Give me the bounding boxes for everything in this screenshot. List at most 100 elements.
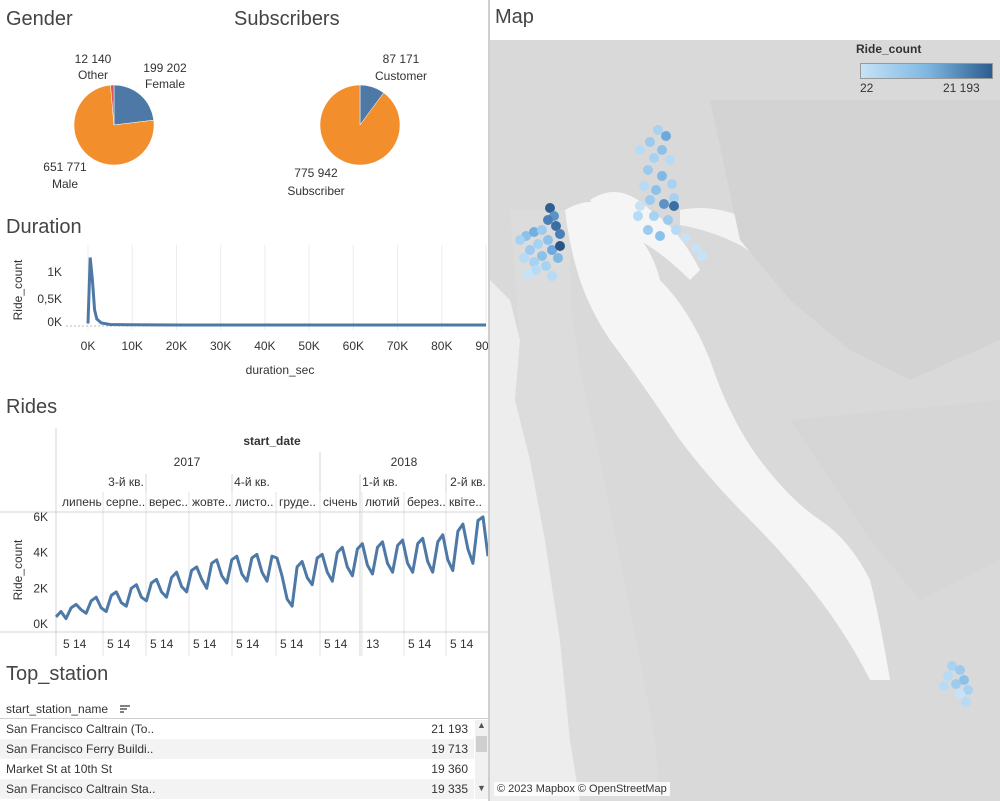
rides-year-2018: 2018 <box>391 455 418 469</box>
duration-xtick: 10K <box>122 339 143 353</box>
map-view[interactable]: Ride_count 22 21 193 © 2023 Mapbox © Ope… <box>490 40 1000 801</box>
duration-ytick-0k: 0K <box>47 315 62 329</box>
rides-year-2017: 2017 <box>174 455 201 469</box>
rides-day-tick: 5 14 <box>280 637 304 651</box>
rides-chart[interactable]: start_date 2017 2018 3-й кв. 4-й кв. 1-й к… <box>0 428 490 656</box>
duration-line[interactable] <box>86 257 486 327</box>
station-ride-count: 19 360 <box>431 762 468 776</box>
scroll-down-icon[interactable]: ▼ <box>477 783 486 793</box>
duration-ylabel: Ride_count <box>11 259 25 320</box>
station-name: San Francisco Caltrain (To.. <box>6 722 155 736</box>
gender-pie-chart[interactable]: 12 140 Other 199 202 Female 651 771 Male <box>0 40 230 205</box>
top-station-title: Top_station <box>6 663 109 685</box>
rides-quarter-label: 2-й кв. <box>450 475 486 489</box>
table-row[interactable]: Market St at 10th St 19 360 <box>0 759 474 779</box>
gender-other-value: 12 140 <box>75 52 112 66</box>
table-row[interactable]: San Francisco Caltrain (To.. 21 193 <box>0 719 474 739</box>
scroll-up-icon[interactable]: ▲ <box>477 720 486 730</box>
rides-ytick: 0K <box>33 617 48 631</box>
table-row[interactable]: San Francisco Ferry Buildi.. 19 713 <box>0 739 474 759</box>
subscribers-pie[interactable] <box>319 84 401 166</box>
gender-female-value: 199 202 <box>143 61 187 75</box>
table-header: start_station_name <box>6 702 131 717</box>
rides-day-tick: 5 14 <box>450 637 474 651</box>
rides-month-label: лютий <box>365 495 400 509</box>
rides-day-tick: 5 14 <box>150 637 174 651</box>
rides-line[interactable] <box>54 515 490 621</box>
map-attribution[interactable]: © 2023 Mapbox © OpenStreetMap <box>494 782 670 796</box>
rides-day-tick: 5 14 <box>408 637 432 651</box>
panel-divider <box>488 0 490 801</box>
duration-chart[interactable]: Ride_count 1K 0,5K 0K 0K 10K 20K 30K 40K 50K 6… <box>0 240 490 380</box>
rides-month-label: жовте.. <box>192 495 232 509</box>
duration-xtick: 50K <box>298 339 319 353</box>
station-ride-count: 19 335 <box>431 782 468 796</box>
legend-max: 21 193 <box>943 81 980 95</box>
rides-month-label: листо.. <box>235 495 273 509</box>
rides-day-tick: 13 <box>366 637 380 651</box>
duration-title: Duration <box>6 216 82 238</box>
rides-month-label: січень <box>323 495 357 509</box>
table-row[interactable]: San Francisco Caltrain Sta.. 19 335 <box>0 779 474 799</box>
column-header-start-station-name[interactable]: start_station_name <box>6 702 109 716</box>
duration-ytick-1k: 1K <box>47 265 62 279</box>
duration-xtick: 20K <box>166 339 187 353</box>
rides-header-title: start_date <box>243 434 301 448</box>
map-markers-sf[interactable] <box>515 203 565 281</box>
legend-min: 22 <box>860 81 874 95</box>
pie-slice-other[interactable] <box>110 84 115 126</box>
rides-month-label: верес.. <box>149 495 188 509</box>
rides-month-label: берез.. <box>407 495 446 509</box>
duration-xtick: 60K <box>343 339 364 353</box>
duration-xtick: 30K <box>210 339 231 353</box>
duration-xtick: 80K <box>431 339 452 353</box>
map-title: Map <box>495 6 534 28</box>
legend-color-bar <box>860 63 993 79</box>
subscribers-subscriber-value: 775 942 <box>294 166 338 180</box>
duration-ytick-0-5k: 0,5K <box>37 292 62 306</box>
scrollbar-thumb[interactable] <box>476 736 487 752</box>
legend-title: Ride_count <box>856 42 922 56</box>
station-name: Market St at 10th St <box>6 762 113 776</box>
gender-title: Gender <box>6 8 73 30</box>
station-name: San Francisco Ferry Buildi.. <box>6 742 154 756</box>
map-panel: Map <box>490 0 1000 801</box>
rides-month-label: груде.. <box>279 495 316 509</box>
rides-ytick: 6K <box>33 510 48 524</box>
gender-male-value: 651 771 <box>43 160 87 174</box>
rides-ytick: 2K <box>33 581 48 595</box>
rides-quarter-label: 3-й кв. <box>108 475 144 489</box>
subscribers-title: Subscribers <box>234 8 340 30</box>
rides-day-tick: 5 14 <box>193 637 217 651</box>
rides-month-label: липень <box>62 495 102 509</box>
rides-day-tick: 5 14 <box>236 637 260 651</box>
gender-female-label: Female <box>145 77 185 91</box>
map-markers-sanjose[interactable] <box>939 661 973 707</box>
subscribers-customer-label: Customer <box>375 69 427 83</box>
duration-xtick: 0K <box>81 339 96 353</box>
pie-slice-male[interactable] <box>73 84 155 166</box>
rides-day-tick: 5 14 <box>324 637 348 651</box>
rides-month-label: квіте.. <box>449 495 482 509</box>
station-ride-count: 19 713 <box>431 742 468 756</box>
station-name: San Francisco Caltrain Sta.. <box>6 782 156 796</box>
gender-pie[interactable] <box>73 84 155 166</box>
duration-xlabel: duration_sec <box>246 363 315 377</box>
table-scrollbar[interactable]: ▲ ▼ <box>475 720 488 799</box>
rides-ytick: 4K <box>33 546 48 560</box>
station-ride-count: 21 193 <box>431 722 468 736</box>
map-markers-eastbay[interactable] <box>633 125 707 261</box>
rides-quarter-label: 4-й кв. <box>234 475 270 489</box>
map-background[interactable] <box>490 40 1000 801</box>
rides-title: Rides <box>6 396 58 418</box>
pie-slice-subscriber[interactable] <box>319 84 401 166</box>
gender-other-label: Other <box>78 68 108 82</box>
rides-ylabel: Ride_count <box>11 539 25 600</box>
subscribers-customer-value: 87 171 <box>383 52 420 66</box>
subscribers-pie-chart[interactable]: 87 171 Customer 775 942 Subscriber <box>240 40 485 205</box>
pie-slice-female[interactable] <box>113 84 154 126</box>
duration-xtick: 70K <box>387 339 408 353</box>
duration-xtick: 90K <box>475 339 490 353</box>
gender-male-label: Male <box>52 177 78 191</box>
sort-icon[interactable] <box>119 703 131 717</box>
